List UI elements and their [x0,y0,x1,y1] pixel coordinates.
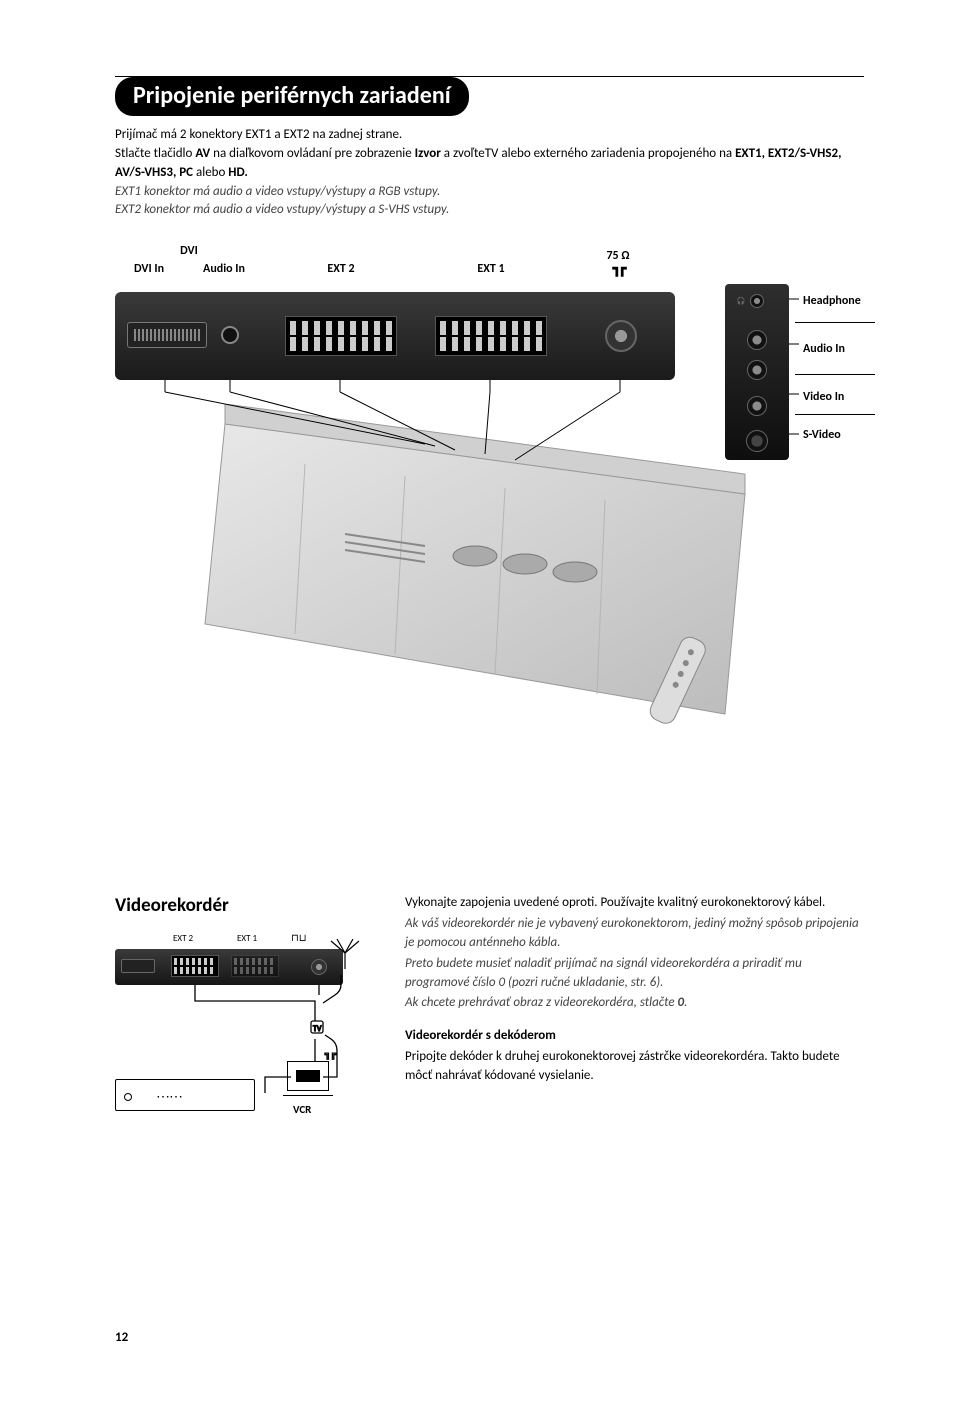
section-header: Pripojenie periférnych zariadení [115,76,864,116]
svg-text:┓┏: ┓┏ [324,1049,336,1060]
vcr-i1: Ak váš videorekordér nie je vybavený eur… [405,915,864,953]
intro-ital1: EXT1 konektor má audio a video vstupy/vý… [115,183,864,202]
vcr-text-column: Vykonajte zapojenia uvedené oproti. Použ… [405,894,864,1131]
rear-panel-diagram: DVI DVI In Audio In EXT 2 EXT 1 75 Ω ┓┏ [115,244,864,804]
splitter-box [287,1061,329,1091]
intro-line2: Stlačte tlačidlo AV na diaľkovom ovládan… [115,145,864,183]
vcr-column: Videorekordér EXT 2 EXT 1 ⊓⊔ [115,894,365,1131]
vcr-diagram: EXT 2 EXT 1 ⊓⊔ [115,931,365,1131]
connector-lines [115,244,815,804]
section-title: Pripojenie periférnych zariadení [115,77,469,116]
t: Ak chcete prehrávať obraz z videorekordé… [405,995,678,1010]
svg-text:TV: TV [313,1024,322,1034]
intro-line1: Prijímač má 2 konektory EXT1 a EXT2 na z… [115,126,864,145]
vcr-underline [283,1095,333,1096]
lower-section: Videorekordér EXT 2 EXT 1 ⊓⊔ [115,894,864,1131]
vcr-i3: Ak chcete prehrávať obraz z videorekordé… [405,994,864,1013]
av-label: AV [195,146,210,161]
intro-block: Prijímač má 2 konektory EXT1 a EXT2 na z… [115,126,864,220]
t: . [684,995,687,1010]
vcr-p1: Vykonajte zapojenia uvedené oproti. Použ… [405,894,864,913]
vcr-title: Videorekordér [115,894,365,917]
vcr-i2: Preto budete musieť naladiť prijímač na … [405,955,864,993]
vcr-device [115,1079,255,1111]
page-number: 12 [115,1330,128,1345]
intro-ital2: EXT2 konektor má audio a video vstupy/vý… [115,201,864,220]
vcr-caption: VCR [293,1103,311,1116]
hd-label: HD. [228,165,248,180]
decoder-subhead: Videorekordér s dekóderom [405,1027,864,1046]
t: Stlačte tlačidlo [115,146,195,161]
t: na diaľkovom ovládaní pre zobrazenie [210,146,414,161]
vcr-p2: Pripojte dekóder k druhej eurokonektorov… [405,1048,864,1086]
t: a zvoľteTV alebo externého zariadenia pr… [441,146,735,161]
izvor-label: Izvor [415,146,441,161]
t: alebo [193,165,228,180]
